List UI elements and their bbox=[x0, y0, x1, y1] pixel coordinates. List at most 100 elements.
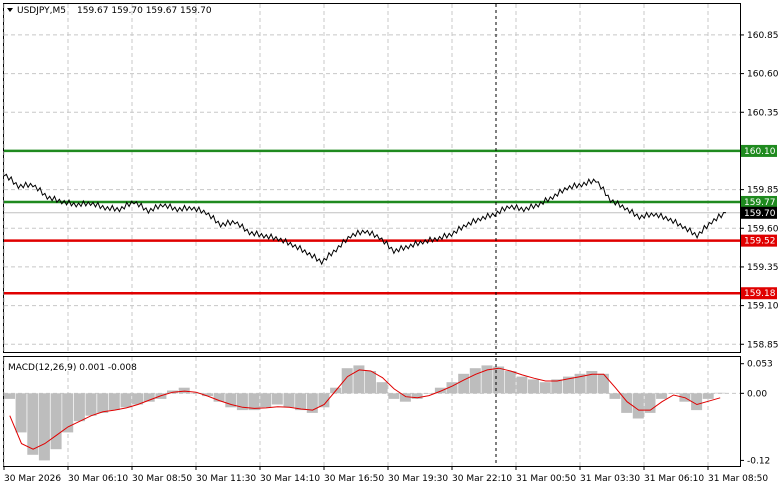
macd-histogram-bar bbox=[458, 373, 470, 394]
macd-histogram-bar bbox=[621, 393, 633, 413]
macd-histogram-bar bbox=[62, 393, 74, 433]
macd-histogram-bar bbox=[190, 393, 202, 394]
macd-histogram-bar bbox=[563, 376, 574, 394]
level-badge-label: 159.52 bbox=[744, 237, 776, 247]
macd-label: MACD(12,26,9) 0.001 -0.008 bbox=[8, 363, 137, 373]
macd-histogram-bar bbox=[446, 382, 458, 394]
time-tick-label: 30 Mar 16:50 bbox=[324, 474, 384, 484]
macd-histogram-bar bbox=[574, 373, 586, 394]
chevron-down-icon[interactable] bbox=[7, 8, 13, 12]
macd-histogram-bar bbox=[27, 393, 39, 455]
level-badge bbox=[741, 287, 777, 300]
macd-panel[interactable] bbox=[3, 356, 741, 467]
macd-histogram-bar bbox=[4, 393, 15, 399]
macd-histogram-bar bbox=[597, 373, 609, 394]
macd-histogram-bar bbox=[85, 393, 97, 416]
macd-histogram-bar bbox=[236, 393, 248, 411]
time-tick-label: 30 Mar 22:10 bbox=[452, 474, 512, 484]
time-tick-label: 31 Mar 08:50 bbox=[708, 474, 768, 484]
level-badge bbox=[741, 206, 777, 219]
macd-histogram-bar bbox=[609, 393, 621, 399]
macd-histogram-bar bbox=[691, 393, 703, 411]
price-panel[interactable] bbox=[3, 3, 741, 353]
macd-histogram-bar bbox=[108, 393, 120, 411]
macd-series bbox=[4, 365, 726, 461]
price-tick-label: 158.85 bbox=[747, 340, 779, 350]
macd-histogram-bar bbox=[586, 371, 598, 394]
price-tick-label: 159.60 bbox=[747, 224, 779, 234]
macd-histogram-bar bbox=[143, 393, 155, 402]
macd-histogram-bar bbox=[15, 393, 27, 433]
level-badge-label: 159.18 bbox=[744, 289, 776, 299]
macd-tick-label: 0.00 bbox=[747, 389, 767, 399]
macd-histogram-bar bbox=[504, 371, 516, 394]
level-badge-label: 159.70 bbox=[744, 209, 776, 219]
macd-histogram-bar bbox=[213, 393, 225, 402]
macd-histogram-bar bbox=[306, 393, 318, 413]
macd-histogram-bar bbox=[178, 387, 190, 394]
macd-histogram-bar bbox=[434, 387, 446, 394]
macd-histogram-bar bbox=[73, 393, 85, 422]
axis-labels: 160.85 160.60 160.35 159.85 159.60 159.35 159.… bbox=[3, 31, 779, 484]
macd-histogram-bar bbox=[376, 382, 388, 394]
macd-histogram-bar bbox=[132, 393, 144, 405]
price-tick-label: 159.85 bbox=[747, 186, 779, 196]
macd-histogram-bar bbox=[493, 366, 505, 394]
macd-histogram-bar bbox=[38, 393, 50, 461]
time-tick-label: 31 Mar 03:30 bbox=[580, 474, 640, 484]
macd-histogram-bar bbox=[295, 393, 307, 411]
price-line bbox=[3, 173, 727, 266]
level-badge bbox=[741, 144, 777, 157]
price-tick-label: 159.10 bbox=[747, 302, 779, 312]
macd-histogram-bar bbox=[528, 379, 539, 394]
macd-tick-label: -0.12 bbox=[747, 456, 770, 466]
macd-histogram-bar bbox=[248, 393, 260, 411]
macd-histogram-bar bbox=[702, 393, 714, 399]
price-tick-label: 160.35 bbox=[747, 108, 779, 118]
macd-histogram-bar bbox=[120, 393, 132, 408]
macd-histogram-bar bbox=[632, 393, 644, 419]
level-badge bbox=[741, 234, 777, 247]
macd-histogram-bar bbox=[411, 393, 423, 399]
price-series bbox=[3, 173, 727, 266]
macd-tick-label: 0.053 bbox=[747, 360, 773, 370]
price-tick-label: 159.35 bbox=[747, 263, 779, 273]
level-badge bbox=[741, 195, 777, 208]
macd-histogram-bar bbox=[365, 371, 376, 394]
macd-histogram-bar bbox=[260, 393, 272, 408]
macd-histogram-bar bbox=[271, 393, 283, 405]
macd-histogram-bar bbox=[353, 365, 365, 394]
macd-histogram-bar bbox=[423, 393, 435, 394]
ohlc-label: 159.67 159.70 159.67 159.70 bbox=[77, 6, 212, 16]
macd-histogram-bar bbox=[318, 393, 330, 408]
macd-histogram-bar bbox=[469, 368, 481, 394]
macd-signal-line bbox=[9, 367, 721, 450]
time-tick-label: 30 Mar 19:30 bbox=[388, 474, 448, 484]
macd-histogram-bar bbox=[388, 393, 400, 399]
macd-histogram-bar bbox=[656, 393, 668, 399]
macd-histogram-bar bbox=[225, 393, 237, 408]
time-tick-label: 30 Mar 11:30 bbox=[196, 474, 256, 484]
macd-histogram-bar bbox=[539, 382, 551, 394]
macd-histogram-bar bbox=[481, 365, 493, 394]
level-badge-label: 160.10 bbox=[744, 147, 776, 157]
macd-histogram-bar bbox=[97, 393, 109, 413]
time-tick-label: 31 Mar 06:10 bbox=[644, 474, 704, 484]
time-tick-label: 30 Mar 08:50 bbox=[132, 474, 192, 484]
macd-histogram-bar bbox=[50, 393, 62, 450]
macd-histogram-bar bbox=[714, 392, 726, 394]
price-tick-label: 160.60 bbox=[747, 70, 779, 80]
macd-histogram-bar bbox=[341, 368, 353, 394]
macd-histogram-bar bbox=[202, 393, 213, 397]
level-badge-label: 159.77 bbox=[744, 198, 776, 208]
time-tick-label: 30 Mar 06:10 bbox=[68, 474, 128, 484]
macd-histogram-bar bbox=[399, 393, 411, 402]
time-tick-label: 31 Mar 00:50 bbox=[516, 474, 576, 484]
time-tick-label: 30 Mar 2026 bbox=[4, 474, 61, 484]
time-tick-label: 30 Mar 14:10 bbox=[260, 474, 320, 484]
macd-histogram-bar bbox=[551, 379, 563, 394]
symbol-timeframe-label: USDJPY,M5 bbox=[17, 6, 66, 16]
macd-histogram-bar bbox=[667, 393, 679, 394]
